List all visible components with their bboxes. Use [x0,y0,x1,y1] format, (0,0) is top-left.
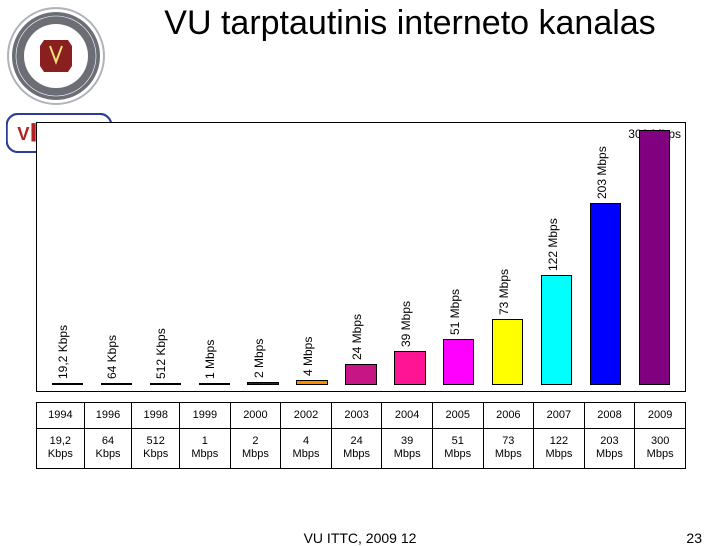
chart-bar: 19,2 Kbps [52,383,83,385]
chart-bar: 1 Mbps [199,383,230,385]
chart-bar-rect [52,383,83,385]
table-cell-year: 1999 [180,403,231,429]
table-cell-value: 300Mbps [635,429,686,468]
chart-bar: 73 Mbps [492,319,523,385]
chart-bar-rect [541,275,572,385]
table-cell-year: 2006 [483,403,534,429]
chart-bar: 64 Kbps [101,383,132,385]
table-cell-value: 2Mbps [230,429,281,468]
chart-bar-label: 1 Mbps [203,340,217,379]
chart-bar-rect [639,130,670,385]
table-cell-value: 73Mbps [483,429,534,468]
table-cell-value: 203Mbps [584,429,635,468]
chart-bar: 122 Mbps [541,275,572,385]
table-cell-value: 24Mbps [331,429,382,468]
slide: V ITTC VU tarptautinis interneto kanalas… [0,0,720,540]
table-cell-year: 2007 [534,403,585,429]
table-cell-year: 1998 [132,403,180,429]
table-cell-year: 1994 [37,403,85,429]
chart-bar-label: 2 Mbps [252,339,266,378]
table-cell-year: 2005 [432,403,483,429]
chart-bar-label: 24 Mbps [350,314,364,360]
chart-bar: 2 Mbps [247,382,278,385]
chart-bar: 203 Mbps [590,203,621,385]
chart-bar-label: 122 Mbps [546,218,560,271]
chart-bar: 24 Mbps [345,364,376,385]
table-row-values: 19,2Kbps64Kbps512Kbps1Mbps2Mbps4Mbps24Mb… [37,429,686,468]
table-cell-year: 2002 [281,403,332,429]
chart-plot-area: 19,2 Kbps 64 Kbps 512 Kbps 1 Mbps 2 Mbps 4 Mb… [43,129,679,385]
chart-bar-rect [101,383,132,385]
table-cell-value: 1Mbps [180,429,231,468]
chart-bar-rect [394,351,425,385]
chart-bar-rect [296,380,327,385]
table-cell-value: 4Mbps [281,429,332,468]
table-cell-year: 2009 [635,403,686,429]
chart-bar-label: 19,2 Kbps [56,325,70,379]
table-cell-year: 2003 [331,403,382,429]
chart-bar: 512 Kbps [150,383,181,385]
chart-bar-label: 512 Kbps [154,328,168,379]
table-cell-value: 512Kbps [132,429,180,468]
chart-bar-rect [199,383,230,385]
chart-bar-rect [150,383,181,385]
footer-center: VU ITTC, 2009 12 [304,530,417,546]
chart-bar: 51 Mbps [443,339,474,385]
table-cell-year: 2004 [382,403,433,429]
table-cell-value: 64Kbps [84,429,132,468]
chart-bar-rect [247,382,278,385]
table-row-years: 1994199619981999200020022003200420052006… [37,403,686,429]
footer-page-number: 23 [686,530,702,546]
table-cell-value: 19,2Kbps [37,429,85,468]
chart-bar-label: 4 Mbps [301,337,315,376]
chart-bar-label: 51 Mbps [448,289,462,335]
chart-bar [639,130,670,385]
chart-bar-label: 73 Mbps [497,269,511,315]
svg-text:V: V [17,123,30,144]
chart-bar-label: 64 Kbps [105,335,119,379]
table-cell-year: 1996 [84,403,132,429]
chart-bar-rect [492,319,523,385]
table-cell-year: 2000 [230,403,281,429]
vu-seal-icon [6,6,106,106]
data-table: 1994199619981999200020022003200420052006… [36,402,686,469]
chart-bar-rect [590,203,621,385]
chart-container: 300 Mbps 19,2 Kbps64 Kbps512 Kbps1 Mbps2… [36,122,686,392]
chart-bar-rect [345,364,376,385]
chart-bar-label: 39 Mbps [399,301,413,347]
table-cell-value: 51Mbps [432,429,483,468]
chart-bar: 39 Mbps [394,351,425,385]
page-title: VU tarptautinis interneto kanalas [130,4,690,43]
chart-bar-rect [443,339,474,385]
chart-bar-label: 203 Mbps [595,146,609,199]
table-cell-value: 122Mbps [534,429,585,468]
table-cell-year: 2008 [584,403,635,429]
table-cell-value: 39Mbps [382,429,433,468]
chart-bar: 4 Mbps [296,380,327,385]
